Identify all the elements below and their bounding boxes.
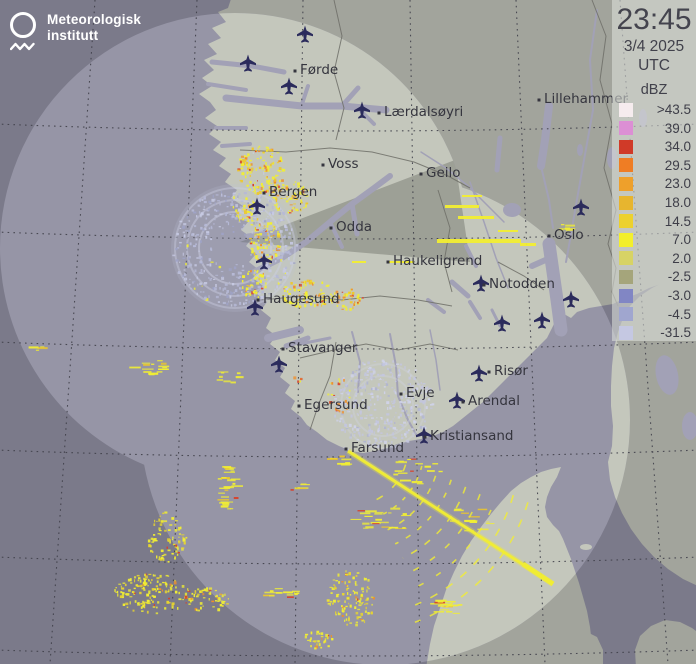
city-label: Lillehammer bbox=[544, 91, 629, 107]
city-label: Evje bbox=[406, 385, 435, 401]
legend-swatch bbox=[619, 232, 633, 247]
city-f-rde: Førde bbox=[293, 62, 338, 78]
city-l-rdals-yri: Lærdalsøyri bbox=[377, 104, 463, 120]
met-logo: Meteorologisk institutt bbox=[10, 12, 141, 52]
city-label: Kristiansand bbox=[430, 428, 514, 444]
legend-swatch bbox=[619, 214, 633, 229]
city-label: Odda bbox=[336, 219, 372, 235]
met-logo-text: Meteorologisk institutt bbox=[47, 12, 141, 43]
city-label: Risør bbox=[494, 363, 528, 379]
legend-value: 14.5 bbox=[664, 213, 691, 229]
legend-swatch bbox=[619, 139, 633, 154]
interference-spikes bbox=[343, 195, 555, 624]
legend-value: 39.0 bbox=[664, 120, 691, 136]
timezone: UTC bbox=[638, 57, 670, 74]
city-stavanger: Stavanger bbox=[281, 340, 358, 356]
met-logo-wave-icon bbox=[10, 42, 35, 51]
city-bergen: Bergen bbox=[262, 184, 317, 200]
legend-value: -2.5 bbox=[667, 269, 691, 285]
timestamp: 23:45 bbox=[616, 3, 692, 36]
city-label: Oslo bbox=[554, 227, 584, 243]
legend-row: 18.0 bbox=[619, 195, 693, 211]
date: 3/4 2025 bbox=[623, 38, 685, 55]
legend-row: 2.0 bbox=[619, 250, 693, 266]
legend-swatch bbox=[619, 102, 633, 117]
city-notodden: Notodden bbox=[482, 276, 555, 292]
legend-row: 14.5 bbox=[619, 213, 693, 229]
legend-value: -4.5 bbox=[667, 306, 691, 322]
legend-row: 23.0 bbox=[619, 176, 693, 192]
met-logo-circle-icon bbox=[10, 12, 36, 38]
legend-row: -4.5 bbox=[619, 306, 693, 322]
legend-swatch bbox=[619, 195, 633, 210]
legend-swatch bbox=[619, 158, 633, 173]
city-label: Lærdalsøyri bbox=[384, 104, 463, 120]
legend-swatch bbox=[619, 121, 633, 136]
legend-value: -3.0 bbox=[667, 288, 691, 304]
sea-clutter-rings bbox=[171, 184, 426, 449]
city-haukeligrend: Haukeligrend bbox=[386, 253, 482, 269]
dbz-legend: >43.5 39.0 34.0 29.5 23.0 18.0 14.5 7.0 2.0 -2.5 -… bbox=[612, 102, 696, 341]
legend-value: 29.5 bbox=[664, 157, 691, 173]
city-label: Geilo bbox=[426, 165, 461, 181]
legend-row: -2.5 bbox=[619, 269, 693, 285]
city-farsund: Farsund bbox=[344, 440, 404, 456]
met-logo-mark bbox=[10, 12, 36, 52]
unit-label: dBZ bbox=[640, 82, 668, 98]
city-haugesund: Haugesund bbox=[256, 291, 340, 307]
legend-row: -31.5 bbox=[619, 325, 693, 341]
city-label: Haugesund bbox=[263, 291, 340, 307]
met-logo-line1: Meteorologisk bbox=[47, 12, 142, 27]
legend-row: >43.5 bbox=[619, 102, 693, 118]
city-label: Stavanger bbox=[288, 340, 358, 356]
legend-value: 23.0 bbox=[664, 176, 691, 192]
city-label: Farsund bbox=[351, 440, 404, 456]
legend-row: 39.0 bbox=[619, 120, 693, 136]
city-label: Egersund bbox=[304, 397, 368, 413]
city-labels: Førde Lærdalsøyri Voss Bergen Geilo Odda Hauke… bbox=[256, 62, 629, 456]
legend-swatch bbox=[619, 288, 633, 303]
city-label: Førde bbox=[300, 62, 338, 78]
radar-echoes bbox=[28, 145, 576, 650]
city-kristiansand: Kristiansand bbox=[423, 428, 514, 444]
legend-row: 34.0 bbox=[619, 139, 693, 155]
met-logo-line2: institutt bbox=[47, 27, 99, 43]
city-evje: Evje bbox=[399, 385, 435, 401]
city-geilo: Geilo bbox=[419, 165, 461, 181]
legend-swatch bbox=[619, 251, 633, 266]
city-label: Notodden bbox=[489, 276, 555, 292]
city-egersund: Egersund bbox=[297, 397, 368, 413]
city-ris-r: Risør bbox=[487, 363, 528, 379]
city-oslo: Oslo bbox=[547, 227, 584, 243]
city-label: Voss bbox=[328, 156, 359, 172]
info-panel: 23:45 3/4 2025 UTC dBZ >43.5 39.0 34.0 29.5… bbox=[612, 0, 696, 341]
legend-swatch bbox=[619, 307, 633, 322]
city-lillehammer: Lillehammer bbox=[537, 91, 629, 107]
city-odda: Odda bbox=[329, 219, 372, 235]
city-label: Haukeligrend bbox=[393, 253, 482, 269]
legend-value: >43.5 bbox=[656, 102, 691, 118]
city-label: Arendal bbox=[468, 393, 520, 409]
legend-row: 7.0 bbox=[619, 232, 693, 248]
legend-value: 34.0 bbox=[664, 139, 691, 155]
city-label: Bergen bbox=[269, 184, 317, 200]
legend-value: -31.5 bbox=[660, 325, 691, 341]
legend-row: -3.0 bbox=[619, 288, 693, 304]
legend-swatch bbox=[619, 176, 633, 191]
city-voss: Voss bbox=[321, 156, 359, 172]
legend-value: 18.0 bbox=[664, 195, 691, 211]
legend-value: 7.0 bbox=[672, 232, 691, 248]
city-arendal: Arendal bbox=[461, 393, 520, 409]
legend-value: 2.0 bbox=[672, 250, 691, 266]
legend-row: 29.5 bbox=[619, 157, 693, 173]
legend-swatch bbox=[619, 269, 633, 284]
legend-swatch bbox=[619, 325, 633, 340]
